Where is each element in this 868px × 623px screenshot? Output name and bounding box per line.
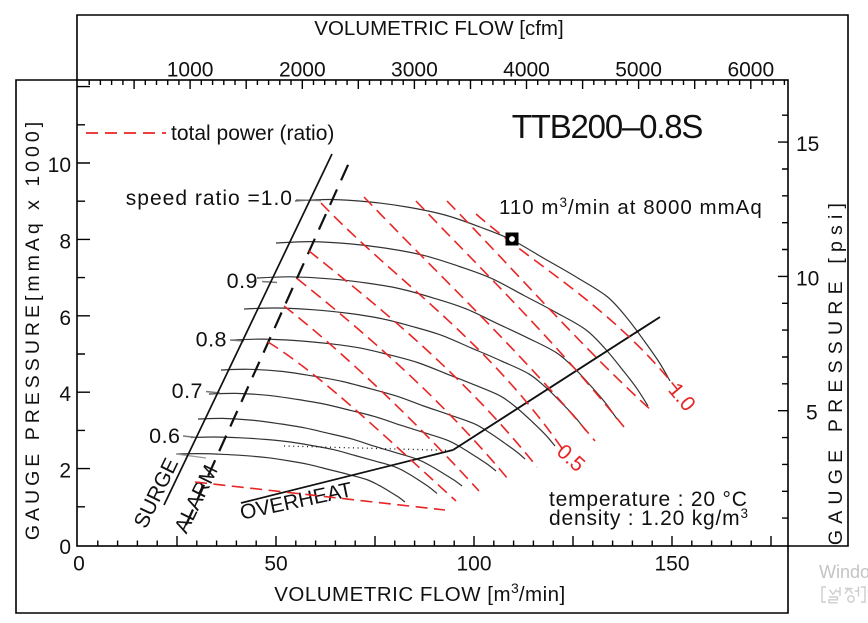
svg-text:0: 0 [73,553,85,576]
svg-text:8: 8 [59,230,71,253]
svg-text:150: 150 [654,553,689,576]
svg-text:GAUGE PRESSURE[mmAq x 1000]: GAUGE PRESSURE[mmAq x 1000] [22,118,44,540]
svg-text:4000: 4000 [503,59,550,82]
svg-text:0.7: 0.7 [172,379,203,403]
svg-text:10: 10 [48,154,71,177]
svg-text:1000: 1000 [167,59,214,82]
svg-text:VOLUMETRIC FLOW [cfm]: VOLUMETRIC FLOW [cfm] [314,17,563,40]
svg-text:total power (ratio): total power (ratio) [171,122,334,145]
svg-text:10: 10 [796,267,819,290]
svg-text:6: 6 [59,307,71,330]
svg-text:5000: 5000 [615,59,662,82]
svg-text:VOLUMETRIC FLOW [m3/min]: VOLUMETRIC FLOW [m3/min] [274,580,566,606]
svg-text:6000: 6000 [727,59,774,82]
svg-text:temperature : 20 °C: temperature : 20 °C [549,488,748,511]
svg-text:Windo: Windo [819,562,868,582]
svg-text:GAUGE PRESSURE [psi]: GAUGE PRESSURE [psi] [825,197,847,545]
svg-text:0: 0 [59,536,71,559]
svg-text:50: 50 [264,553,287,576]
svg-text:5: 5 [806,402,818,425]
svg-text:110 m3/min at 8000 mmAq: 110 m3/min at 8000 mmAq [499,195,763,220]
svg-text:speed ratio =1.0: speed ratio =1.0 [126,187,293,210]
svg-text:density : 1.20 kg/m3: density : 1.20 kg/m3 [549,506,749,531]
svg-text:0.6: 0.6 [149,424,180,448]
svg-text:15: 15 [796,133,819,156]
svg-text:0.9: 0.9 [227,269,258,293]
svg-text:2: 2 [59,460,71,483]
svg-text:100: 100 [456,553,491,576]
svg-text:TTB200–0.8S: TTB200–0.8S [512,108,703,145]
svg-text:2000: 2000 [279,59,326,82]
svg-text:0.8: 0.8 [196,328,227,352]
svg-text:3000: 3000 [391,59,438,82]
svg-text:4: 4 [59,383,71,406]
